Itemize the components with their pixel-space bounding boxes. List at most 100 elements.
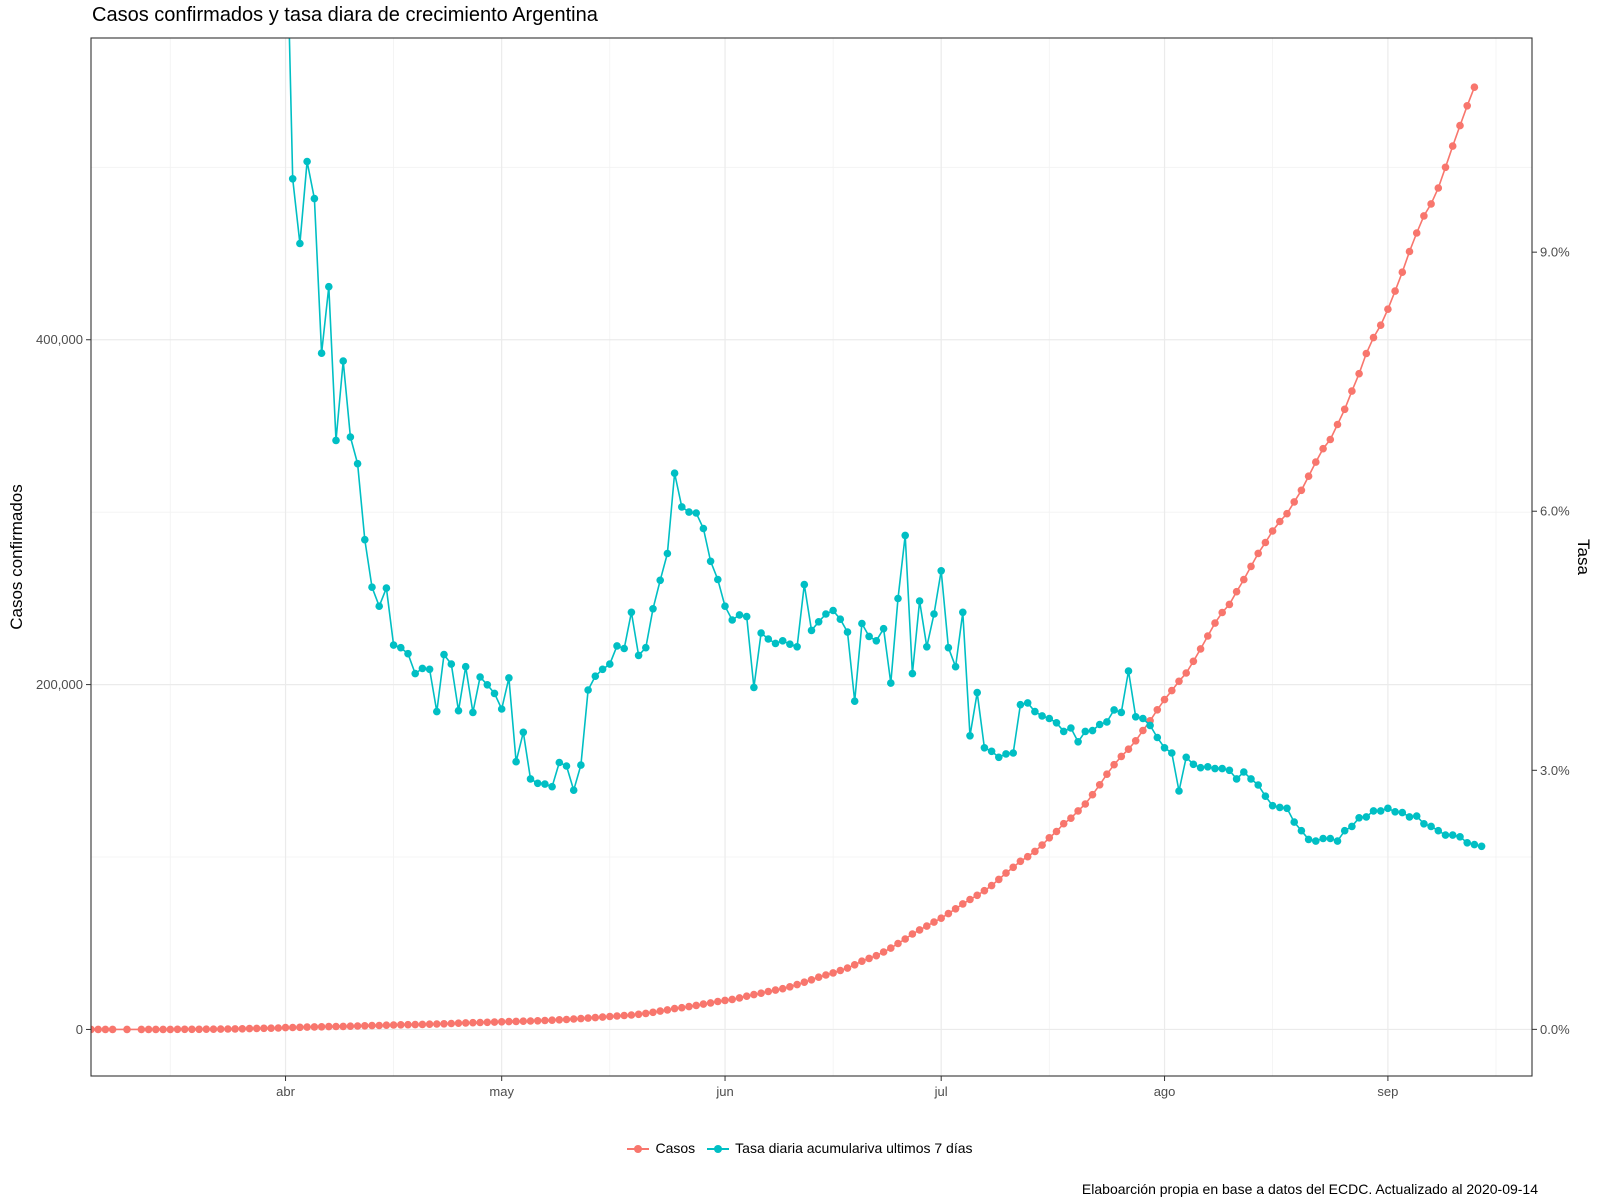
casos-point: [678, 1003, 686, 1012]
casos-point: [1117, 752, 1126, 761]
casos-point: [137, 1025, 146, 1034]
tasa-point: [656, 576, 664, 585]
casos-point: [1139, 726, 1147, 735]
casos-point: [288, 1023, 297, 1032]
tasa-point: [584, 686, 592, 694]
casos-point: [224, 1025, 232, 1033]
casos-point: [714, 997, 722, 1006]
casos-point: [973, 891, 981, 900]
y-axis-right: 0.0% 3.0% 6.0% 9.0% Tasa: [1532, 245, 1593, 1037]
tasa-point: [620, 644, 628, 653]
tasa-point: [786, 640, 794, 648]
tasa-point: [325, 282, 333, 291]
legend-label-casos: Casos: [655, 1140, 696, 1156]
casos-point: [1420, 212, 1428, 220]
tasa-point: [995, 753, 1003, 762]
casos-point: [425, 1020, 434, 1028]
casos-point: [1002, 869, 1010, 877]
casos-point: [670, 1004, 679, 1013]
tasa-point: [1074, 738, 1082, 746]
casos-point: [526, 1017, 535, 1025]
tasa-point: [562, 762, 571, 770]
tasa-point: [951, 662, 960, 671]
casos-point: [1427, 200, 1435, 208]
tasa-point: [483, 681, 492, 689]
tasa-point: [433, 707, 441, 716]
tasa-point: [606, 660, 614, 668]
tasa-point: [822, 610, 830, 618]
x-tick-label: ago: [1154, 1084, 1176, 1099]
tasa-point: [490, 689, 499, 698]
casos-point: [843, 964, 852, 972]
casos-point: [1448, 142, 1457, 150]
tasa-point: [987, 747, 996, 756]
tasa-point: [800, 580, 809, 589]
casos-point: [937, 914, 945, 922]
casos-point: [123, 1025, 131, 1034]
tasa-point: [1254, 781, 1262, 789]
y-axis-left: 0 200,000 400,000 Casos confirmados: [7, 332, 91, 1037]
tasa-point: [1405, 813, 1414, 821]
tasa-point: [411, 669, 420, 678]
tasa-point: [548, 782, 556, 791]
tasa-point: [728, 616, 736, 624]
tasa-point: [699, 524, 708, 533]
casos-point: [692, 1001, 700, 1010]
tasa-point: [346, 433, 355, 441]
tasa-point: [1052, 719, 1061, 727]
casos-point: [411, 1020, 420, 1029]
casos-point: [1016, 857, 1025, 866]
casos-point: [1067, 814, 1075, 822]
tasa-point: [1463, 839, 1471, 847]
casos-point: [1441, 163, 1450, 172]
tasa-point: [850, 697, 859, 705]
tasa-point: [915, 597, 924, 605]
tasa-point: [310, 194, 319, 203]
casos-point: [1103, 770, 1111, 778]
casos-point: [1218, 608, 1226, 617]
casos-point: [216, 1025, 225, 1033]
tasa-point: [1124, 667, 1133, 675]
casos-point: [598, 1013, 607, 1021]
casos-point: [923, 922, 931, 930]
casos-point: [1405, 247, 1414, 256]
tasa-point: [959, 608, 967, 617]
tasa-point: [1398, 808, 1407, 817]
casos-point: [901, 935, 909, 943]
casos-point: [1376, 321, 1385, 330]
casos-point: [1211, 619, 1219, 627]
tasa-point: [735, 611, 744, 619]
tasa-point: [303, 157, 311, 166]
tasa-point: [577, 761, 585, 769]
casos-point: [1225, 600, 1234, 609]
tasa-point: [418, 664, 427, 673]
casos-point: [317, 1023, 326, 1031]
tasa-point: [1095, 720, 1104, 729]
casos-point: [577, 1014, 585, 1023]
casos-point: [397, 1021, 405, 1029]
casos-point: [1059, 819, 1068, 828]
tasa-point: [454, 706, 463, 715]
casos-point: [418, 1020, 427, 1029]
tasa-point: [1441, 831, 1450, 839]
casos-point: [512, 1017, 520, 1026]
casos-point: [476, 1018, 484, 1027]
casos-point: [1153, 706, 1162, 714]
tasa-point: [1067, 724, 1075, 732]
y-left-tick-label: 200,000: [36, 677, 83, 692]
tasa-point: [461, 662, 470, 671]
tasa-point: [829, 606, 837, 615]
tasa-point: [721, 602, 729, 610]
y-right-tick-label: 6.0%: [1540, 504, 1570, 519]
casos-point: [1412, 229, 1421, 237]
casos-point: [1124, 745, 1133, 753]
casos-point: [1369, 333, 1378, 342]
tasa-point: [1160, 744, 1169, 752]
chart-title: Casos confirmados y tasa diara de crecim…: [92, 4, 598, 26]
tasa-point: [1045, 714, 1054, 723]
tasa-point: [404, 649, 412, 658]
tasa-point: [1002, 750, 1010, 758]
casos-point: [634, 1010, 643, 1019]
casos-point: [1204, 632, 1212, 640]
casos-point: [1175, 677, 1183, 686]
